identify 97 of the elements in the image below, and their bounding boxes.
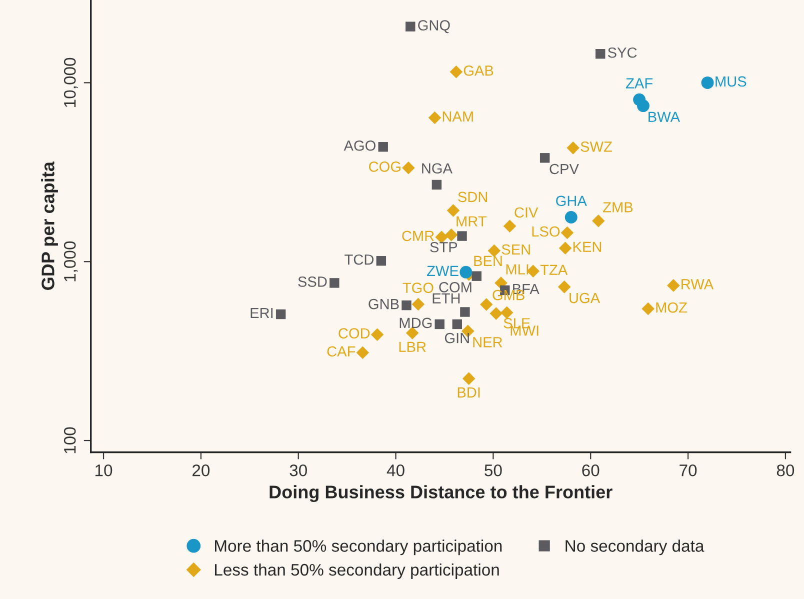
point bbox=[457, 231, 467, 241]
y-tick-label: 100 bbox=[64, 427, 76, 454]
point bbox=[446, 204, 460, 217]
annotation: COM bbox=[439, 282, 472, 292]
point bbox=[558, 242, 572, 254]
point bbox=[450, 65, 463, 78]
annotation: ZMB bbox=[603, 202, 633, 212]
point bbox=[503, 220, 516, 232]
annotation: ERI bbox=[250, 308, 273, 318]
annotation: CPV bbox=[550, 164, 579, 174]
annotation: STP bbox=[430, 242, 458, 252]
annotation: COG bbox=[369, 162, 400, 172]
x-tick-label: 60 bbox=[582, 464, 600, 476]
annotation: TGO bbox=[402, 282, 434, 293]
x-tick-label: 80 bbox=[776, 464, 794, 476]
annotation: SWZ bbox=[580, 142, 612, 152]
point bbox=[370, 328, 384, 341]
annotation: SEN bbox=[502, 244, 530, 255]
legend-label: No secondary data bbox=[566, 540, 704, 556]
point bbox=[564, 211, 578, 224]
annotation: ZWE bbox=[427, 266, 458, 276]
point bbox=[452, 319, 462, 330]
point bbox=[378, 142, 388, 152]
point bbox=[460, 266, 472, 278]
x-tick-label: 30 bbox=[290, 464, 307, 476]
point bbox=[540, 153, 550, 163]
point bbox=[376, 256, 386, 266]
legend-label: Less than 50% secondary participation bbox=[214, 563, 499, 580]
annotation: MLI bbox=[506, 264, 528, 274]
annotation: BWA bbox=[648, 112, 680, 122]
point bbox=[428, 111, 442, 124]
annotation: ZAF bbox=[626, 78, 653, 88]
point bbox=[276, 309, 286, 320]
point bbox=[558, 280, 571, 294]
point bbox=[462, 372, 476, 385]
point bbox=[560, 226, 574, 240]
annotation: UGA bbox=[570, 292, 600, 304]
point bbox=[444, 228, 458, 242]
annotation: CMR bbox=[402, 230, 434, 242]
x-tick-label: 40 bbox=[386, 464, 404, 476]
point bbox=[701, 76, 714, 89]
annotation: SYC bbox=[608, 47, 637, 58]
x-tick-label: 10 bbox=[96, 464, 112, 476]
annotation: GIN bbox=[444, 332, 469, 344]
annotation: NGA bbox=[422, 163, 452, 174]
annotation: LSO bbox=[532, 226, 560, 237]
point bbox=[500, 306, 514, 319]
annotation: NAM bbox=[442, 112, 473, 122]
point bbox=[480, 298, 493, 311]
annotation: NER bbox=[473, 337, 502, 348]
annotation: MOZ bbox=[656, 302, 687, 313]
point bbox=[402, 300, 412, 310]
y-tick-label: 1,000 bbox=[64, 241, 78, 282]
point bbox=[472, 271, 482, 281]
annotation: BDI bbox=[458, 387, 480, 398]
point bbox=[330, 278, 340, 288]
point bbox=[402, 162, 415, 174]
x-axis-title: Doing Business Distance to the Frontier bbox=[270, 485, 612, 502]
annotation: MUS bbox=[716, 76, 746, 87]
annotation: TCD bbox=[344, 254, 374, 265]
point bbox=[566, 142, 580, 154]
annotation: LBR bbox=[399, 342, 426, 352]
point bbox=[667, 279, 680, 292]
annotation: CIV bbox=[514, 207, 538, 218]
annotation: SSD bbox=[298, 276, 327, 287]
annotation: MRT bbox=[456, 216, 486, 226]
point bbox=[434, 319, 444, 330]
legend-label: More than 50% secondary participation bbox=[214, 540, 502, 556]
annotation: GNB bbox=[368, 298, 399, 310]
point bbox=[460, 307, 470, 317]
annotation: KEN bbox=[573, 242, 602, 252]
x-tick-label: 20 bbox=[192, 464, 210, 476]
annotation: SDN bbox=[458, 192, 488, 202]
y-axis-title: GDP per capita bbox=[41, 161, 58, 290]
point bbox=[596, 48, 606, 59]
annotation: COD bbox=[338, 328, 370, 338]
x-tick-label: 50 bbox=[484, 464, 502, 476]
x-tick-label: 70 bbox=[680, 464, 697, 476]
annotation: RWA bbox=[682, 279, 714, 290]
point bbox=[490, 307, 503, 320]
annotation: BEN bbox=[474, 256, 502, 266]
annotation: CAF bbox=[327, 346, 356, 357]
point bbox=[592, 214, 605, 228]
point bbox=[636, 100, 650, 112]
point bbox=[642, 302, 654, 316]
y-tick-label: 10,000 bbox=[64, 58, 78, 107]
point bbox=[406, 22, 416, 32]
annotation: GAB bbox=[464, 65, 494, 76]
annotation: AGO bbox=[344, 140, 376, 151]
annotation: MDG bbox=[400, 318, 432, 328]
annotation: GNQ bbox=[418, 20, 450, 34]
annotation: TZA bbox=[540, 264, 568, 275]
point bbox=[356, 346, 370, 360]
annotation: ETH bbox=[432, 293, 460, 304]
point bbox=[432, 180, 442, 190]
point bbox=[412, 298, 425, 311]
annotation: GHA bbox=[556, 196, 587, 206]
